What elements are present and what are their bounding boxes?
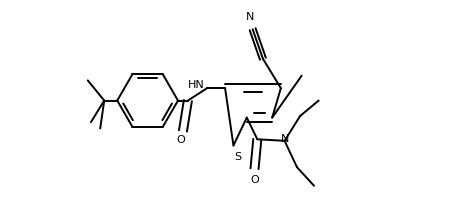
Text: O: O bbox=[250, 175, 259, 186]
Text: O: O bbox=[176, 135, 185, 145]
Text: HN: HN bbox=[188, 80, 204, 90]
Text: N: N bbox=[282, 134, 290, 144]
Text: S: S bbox=[235, 152, 242, 162]
Text: N: N bbox=[246, 12, 254, 22]
